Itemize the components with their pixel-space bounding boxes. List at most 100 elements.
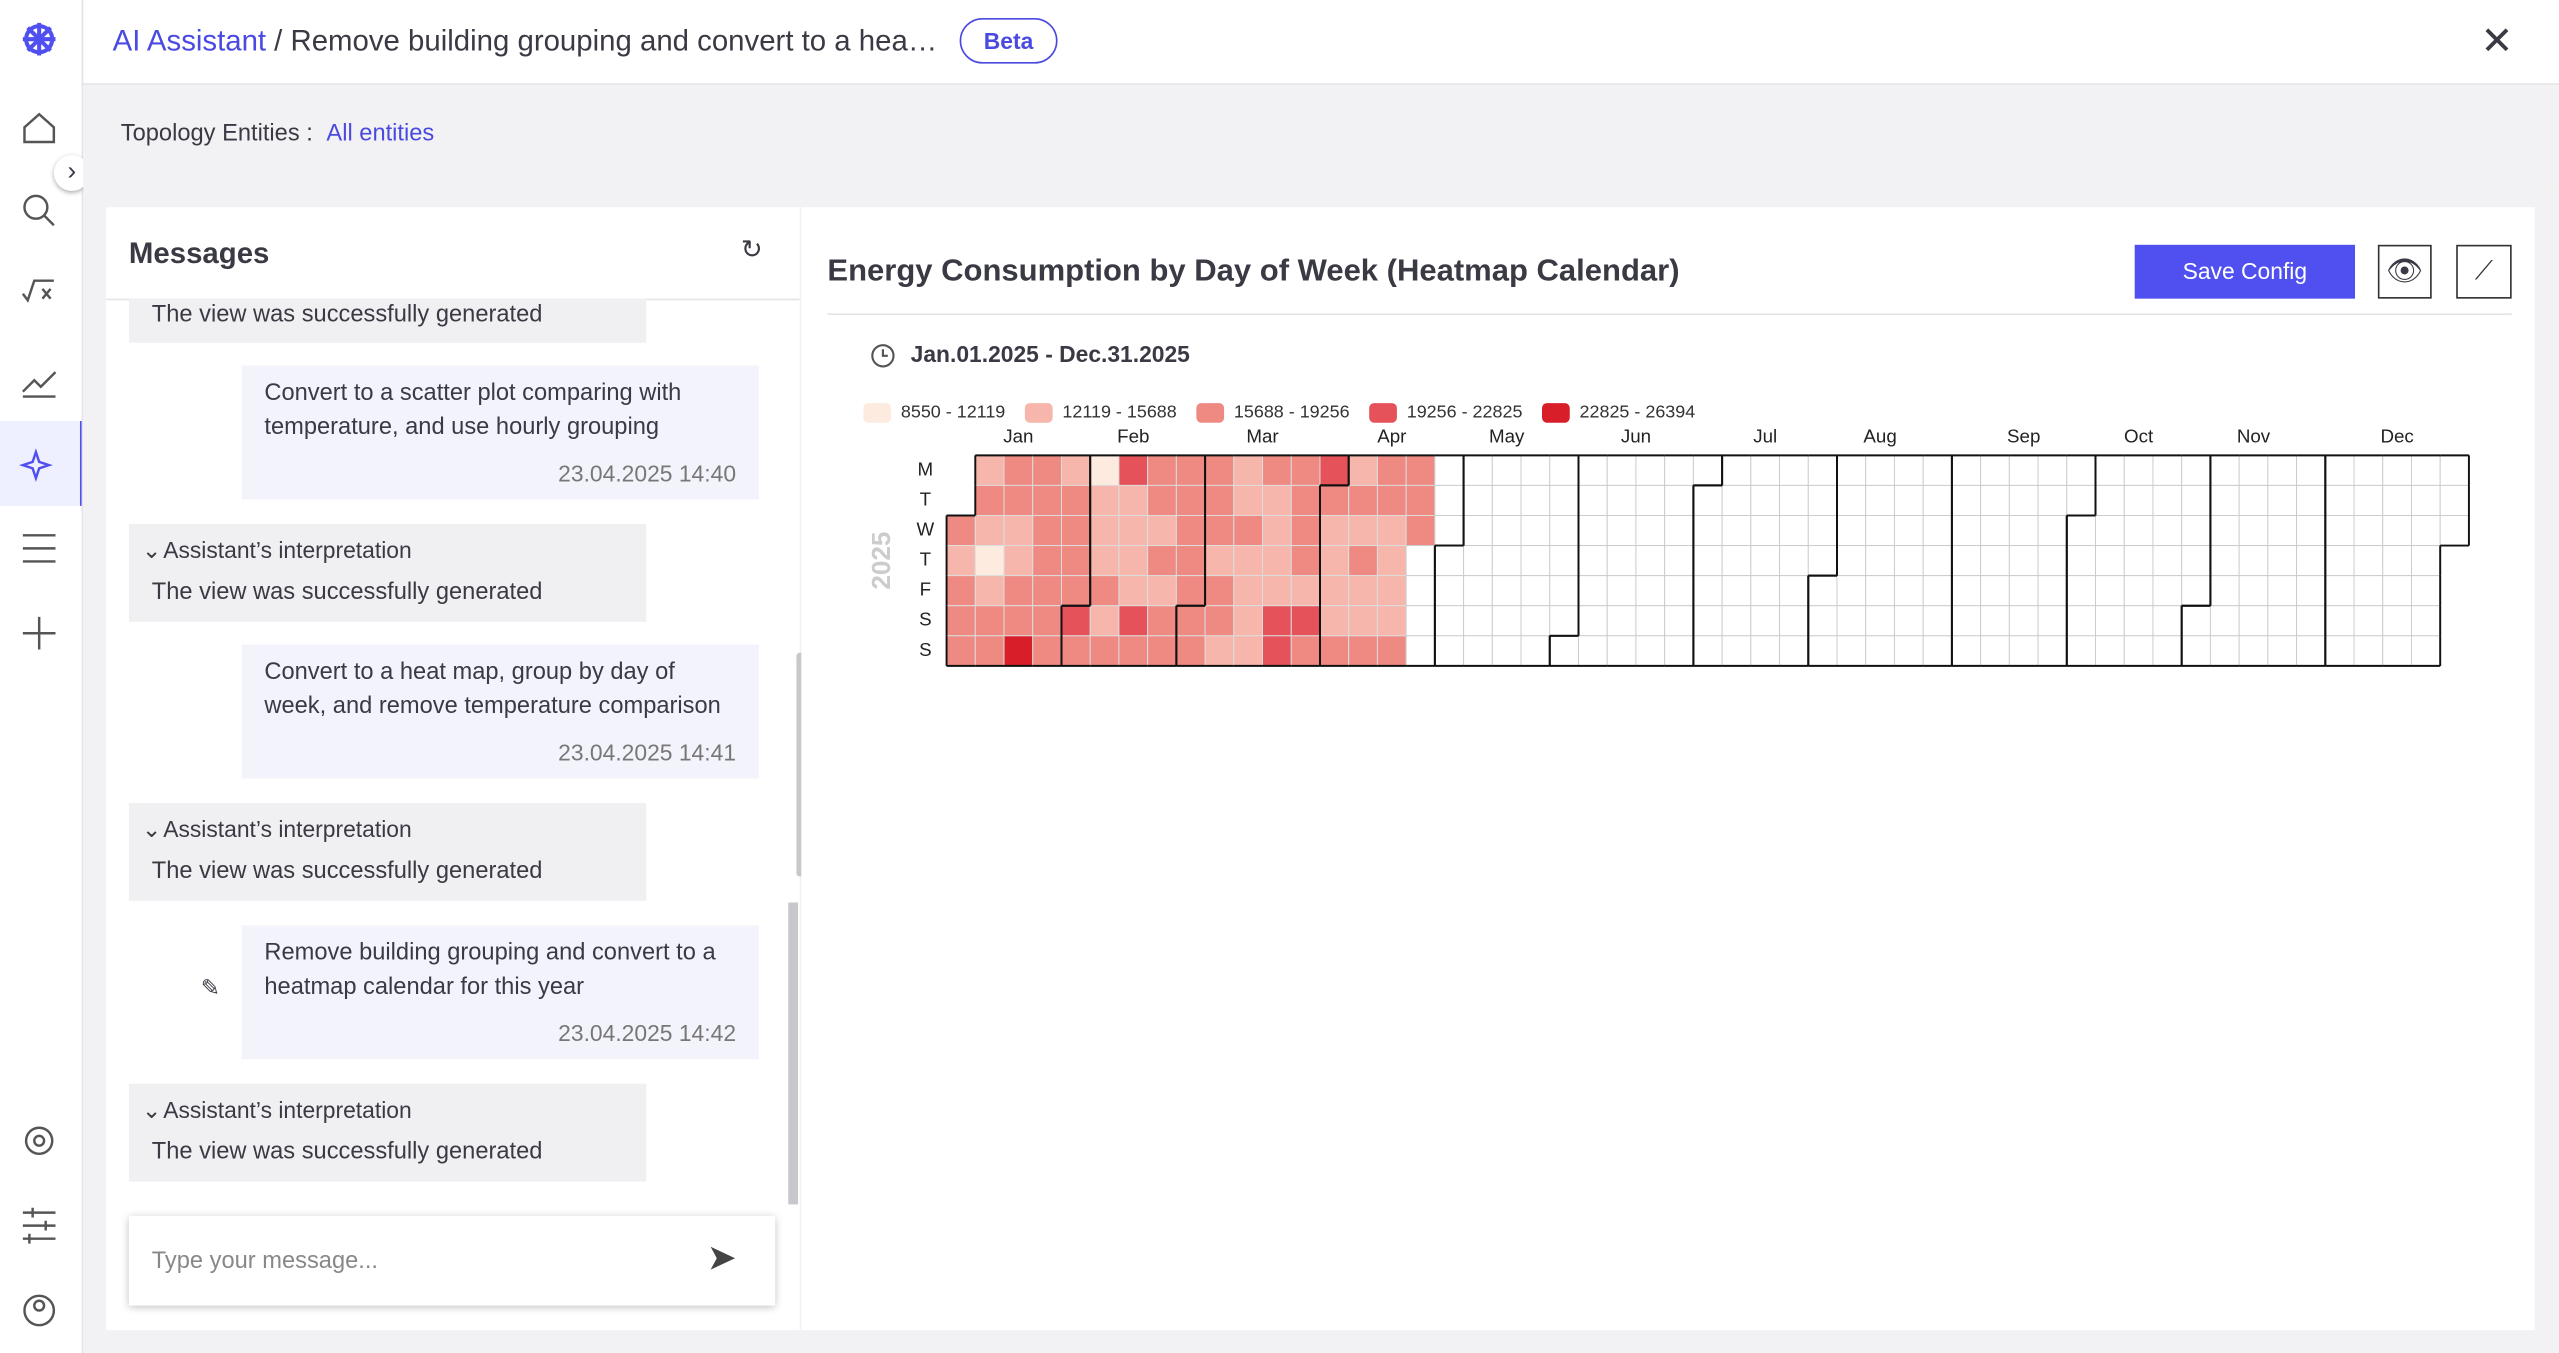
month-label: Jan — [1003, 425, 1033, 446]
heat-cell — [1348, 575, 1378, 607]
empty-cell — [2123, 484, 2154, 516]
interpretation[interactable]: ⌄ Assistant’s interpretation The view was … — [128, 1083, 647, 1182]
heat-cell — [946, 575, 976, 607]
empty-cell — [1951, 605, 1982, 637]
save-config-button[interactable]: Save Config — [2134, 244, 2356, 299]
empty-cell — [2267, 545, 2298, 577]
heat-cell — [1376, 635, 1407, 667]
logo — [22, 22, 56, 56]
heat-cell — [1175, 635, 1206, 667]
legend-label: 8550 - 12119 — [901, 402, 1005, 422]
message-input[interactable]: Type your message... ➤ — [128, 1215, 776, 1306]
preview-button[interactable]: 👁 — [2377, 244, 2432, 299]
edit-icon[interactable]: ✎ — [200, 974, 220, 1001]
empty-cell — [2382, 635, 2412, 667]
empty-cell — [1692, 545, 1723, 577]
empty-cell — [1635, 484, 1666, 516]
heat-cell — [1290, 605, 1321, 637]
empty-cell — [1664, 515, 1694, 547]
empty-cell — [2382, 605, 2412, 637]
interpretation[interactable]: ⌄ Assistant’s interpretation The view was … — [128, 523, 647, 622]
month-label: Mar — [1246, 425, 1278, 446]
empty-cell — [1865, 605, 1895, 637]
heat-cell — [1118, 454, 1149, 486]
trend-icon[interactable] — [21, 371, 57, 398]
empty-cell — [2296, 575, 2326, 607]
empty-cell — [1980, 605, 2010, 637]
empty-cell — [2324, 484, 2355, 516]
interpretation-heading[interactable]: Assistant’s interpretation — [163, 816, 412, 843]
empty-cell — [1807, 454, 1838, 486]
empty-cell — [1980, 635, 2010, 667]
empty-cell — [1836, 515, 1867, 547]
empty-cell — [1664, 454, 1694, 486]
heat-cell — [1060, 484, 1091, 516]
empty-cell — [2324, 605, 2355, 637]
empty-cell — [2037, 545, 2068, 577]
empty-cell — [1549, 484, 1579, 516]
menu-icon[interactable] — [22, 534, 56, 563]
empty-cell — [1549, 515, 1579, 547]
refresh-button[interactable]: ↻ — [740, 236, 763, 265]
empty-cell — [2095, 545, 2125, 577]
empty-cell — [2382, 575, 2412, 607]
home-icon[interactable] — [23, 112, 56, 144]
user-message: Remove building grouping and convert to … — [241, 925, 759, 1060]
empty-cell — [2037, 484, 2068, 516]
analytics-button[interactable]: ⟋ — [2456, 244, 2512, 299]
empty-cell — [1434, 454, 1465, 486]
send-button[interactable]: ➤ — [706, 1237, 737, 1278]
empty-cell — [1463, 575, 1493, 607]
legend-label: 22825 - 26394 — [1580, 402, 1696, 422]
filters-icon[interactable] — [22, 1207, 56, 1244]
scrollbar[interactable] — [796, 652, 805, 877]
heat-cell — [1003, 575, 1034, 607]
empty-cell — [2267, 605, 2298, 637]
heat-cell — [946, 605, 976, 637]
empty-cell — [1635, 605, 1666, 637]
heat-cell — [1060, 605, 1091, 637]
empty-cell — [2267, 635, 2298, 667]
heat-cell — [1233, 575, 1264, 607]
heat-cell — [974, 454, 1005, 486]
empty-cell — [2209, 635, 2240, 667]
close-button[interactable]: ✕ — [2480, 19, 2514, 64]
profile-icon[interactable] — [23, 1294, 56, 1327]
empty-cell — [1951, 545, 1982, 577]
filter-value[interactable]: All entities — [326, 120, 435, 147]
breadcrumb-link[interactable]: AI Assistant — [112, 24, 267, 58]
interpretation[interactable]: ⌄ Assistant’s interpretation The view was … — [128, 802, 647, 901]
message-text: The view was successfully generated — [151, 579, 543, 606]
empty-cell — [2439, 454, 2470, 486]
heat-cell — [1060, 575, 1091, 607]
heat-cell — [1118, 515, 1149, 547]
empty-cell — [1578, 635, 1608, 667]
settings-icon[interactable] — [24, 1126, 54, 1156]
empty-cell — [1779, 635, 1809, 667]
user-message: Convert to a scatter plot comparing with… — [241, 365, 759, 500]
add-icon[interactable] — [22, 616, 56, 650]
empty-cell — [2066, 515, 2097, 547]
interpretation-heading[interactable]: Assistant’s interpretation — [163, 1096, 412, 1123]
empty-cell — [2066, 484, 2097, 516]
empty-cell — [1922, 635, 1953, 667]
search-icon[interactable] — [23, 194, 49, 220]
empty-cell — [2238, 635, 2269, 667]
empty-cell — [2123, 575, 2154, 607]
formula-icon[interactable] — [21, 279, 54, 303]
heat-cell — [1147, 605, 1177, 637]
empty-cell — [2353, 454, 2384, 486]
heat-cell — [1060, 515, 1091, 547]
user-message: Convert to a heat map, group by day of w… — [241, 644, 759, 779]
empty-cell — [2123, 545, 2154, 577]
scrollbar[interactable] — [788, 902, 799, 1205]
interpretation-heading[interactable]: Assistant’s interpretation — [163, 536, 412, 564]
ai-icon[interactable] — [18, 448, 53, 483]
message-time: 23.04.2025 14:41 — [558, 739, 737, 766]
empty-cell — [1405, 575, 1436, 607]
empty-cell — [1750, 605, 1781, 637]
date-range[interactable]: Jan.01.2025 - Dec.31.2025 — [911, 341, 1191, 367]
message-text: The view was successfully generated — [151, 858, 543, 885]
